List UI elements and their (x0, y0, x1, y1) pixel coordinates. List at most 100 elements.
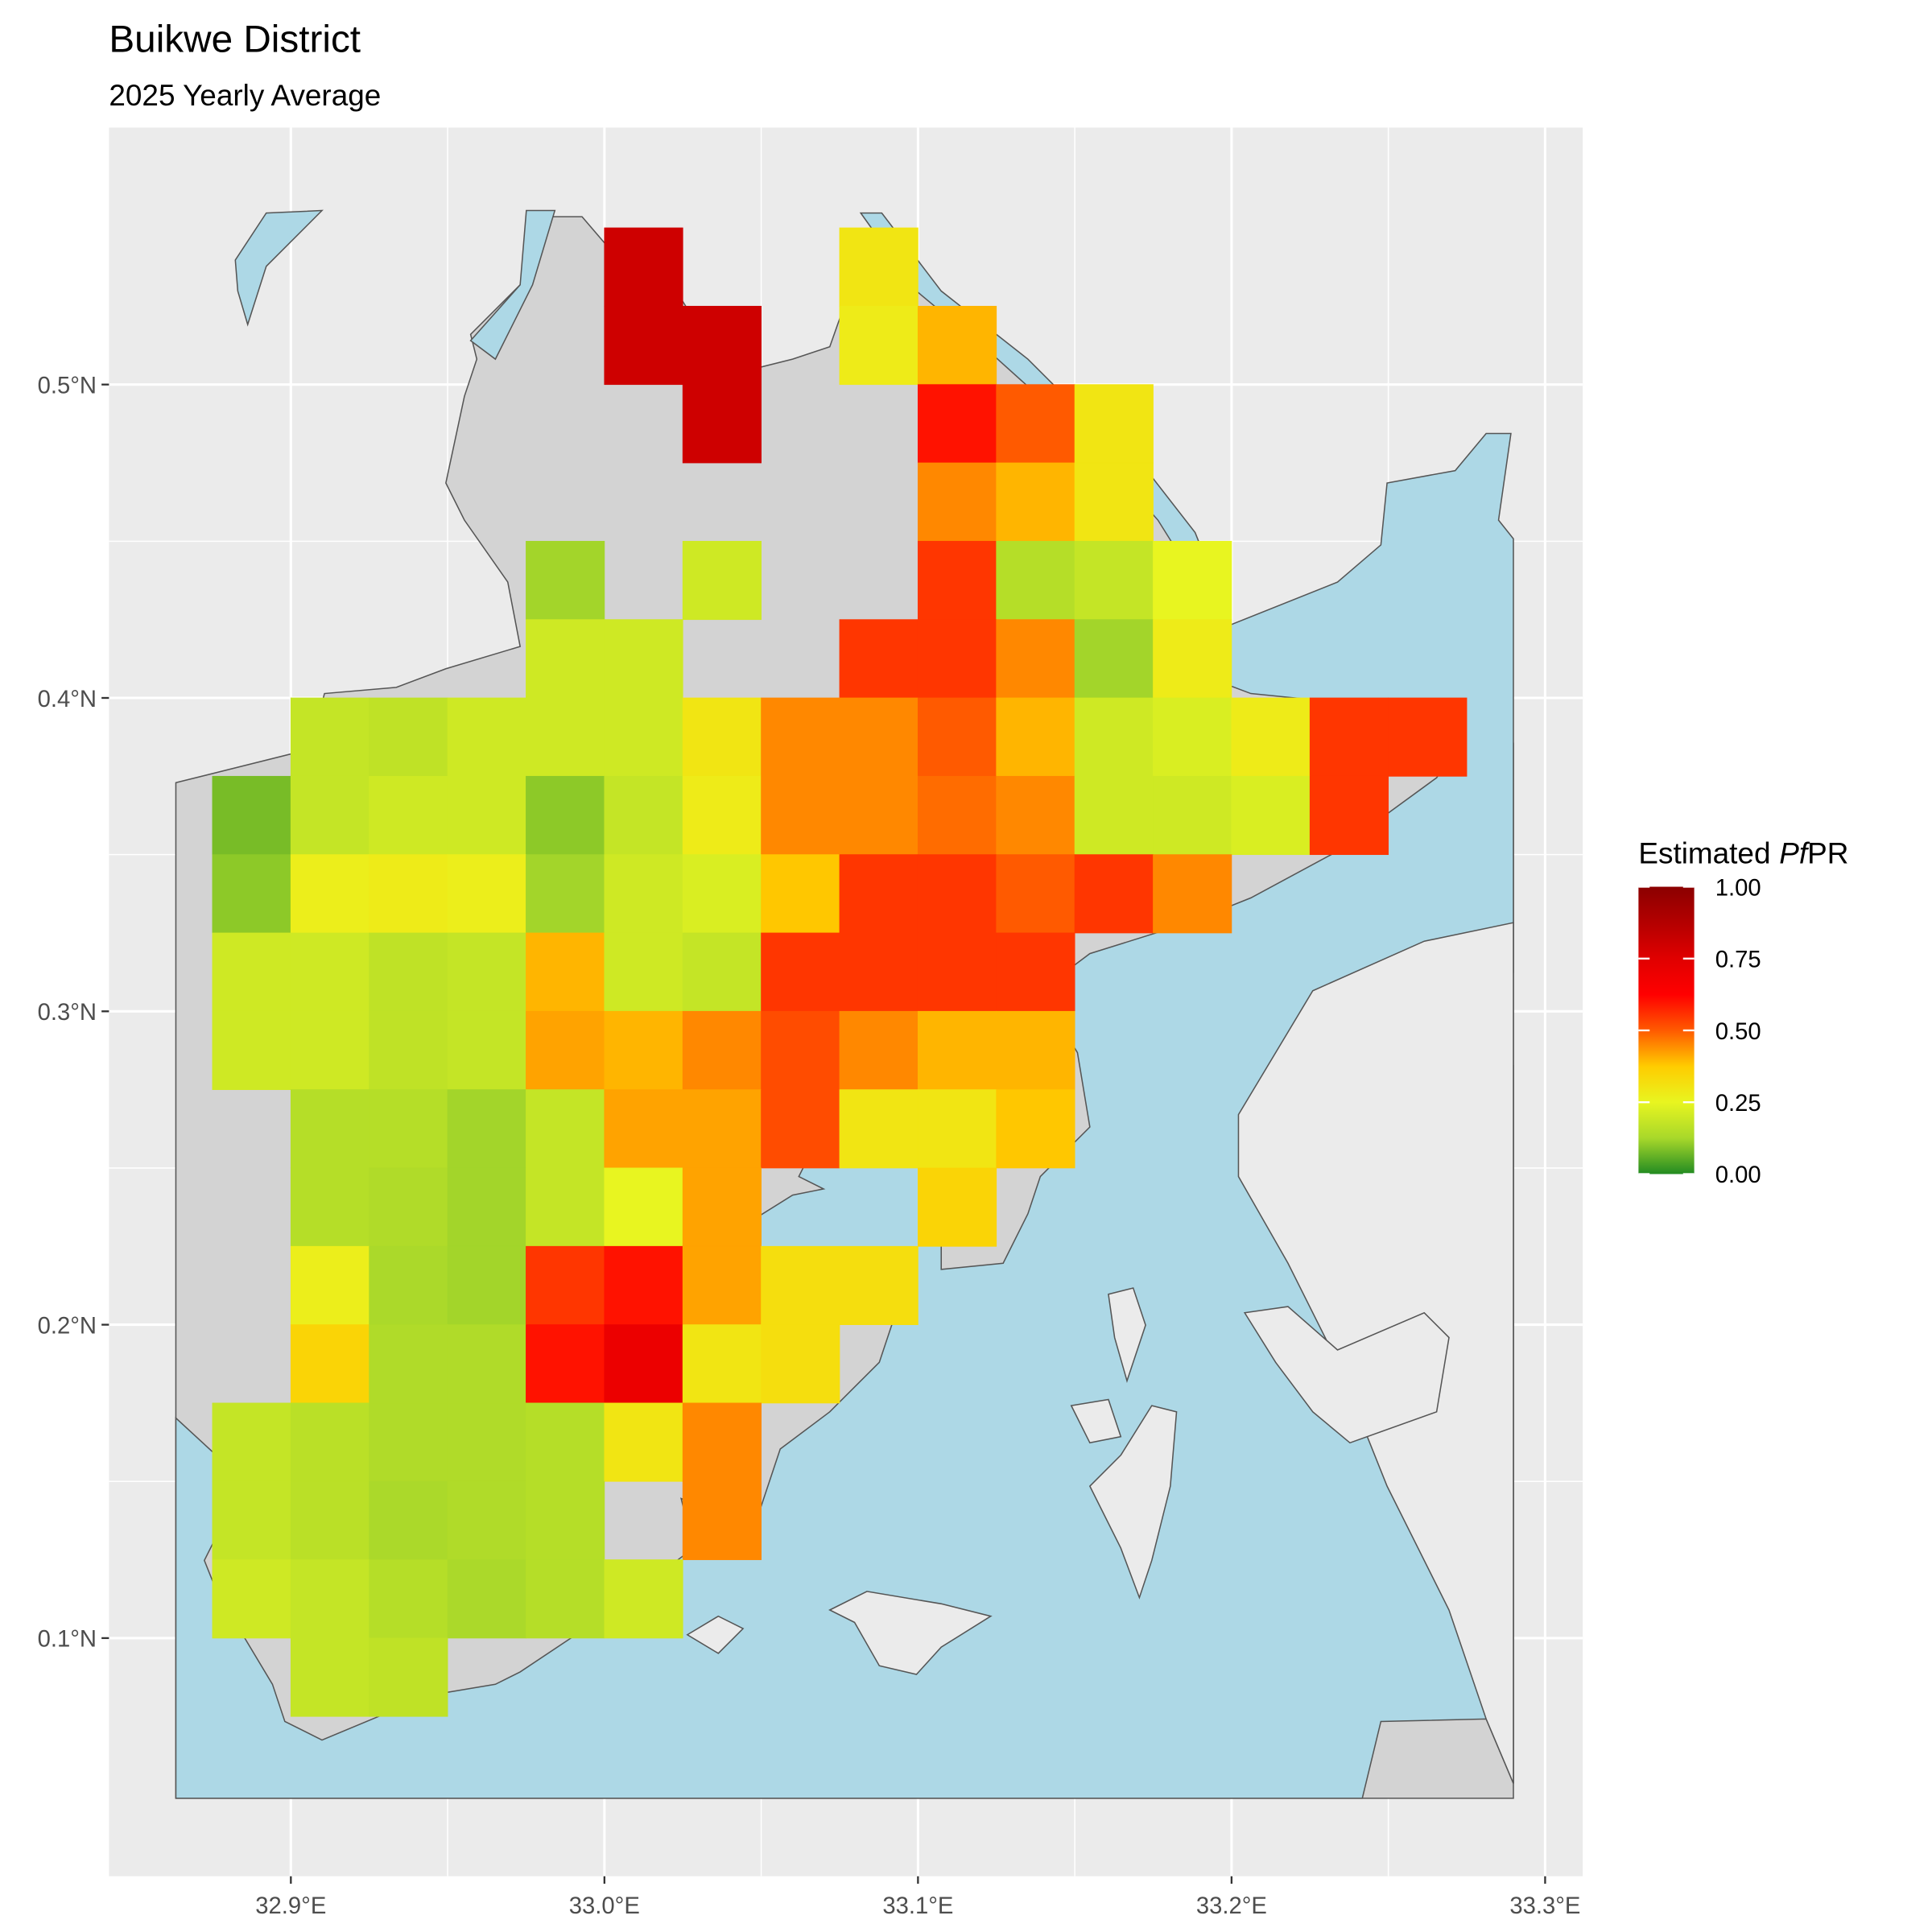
raster-cell (839, 305, 919, 386)
raster-cell (996, 619, 1075, 699)
raster-cell (369, 1559, 448, 1639)
raster-cell (604, 1010, 683, 1091)
x-tick-label: 33.1°E (882, 1893, 953, 1919)
raster-cell (369, 697, 448, 777)
raster-cell (212, 1010, 291, 1091)
raster-cell (996, 854, 1075, 934)
raster-cell (996, 1010, 1075, 1091)
raster-cell (917, 775, 997, 856)
island (1243, 1306, 1450, 1444)
raster-cell (761, 1245, 840, 1325)
raster-cell (996, 540, 1075, 621)
raster-cell (996, 932, 1075, 1012)
raster-cell (682, 540, 762, 621)
raster-cell (996, 775, 1075, 856)
raster-cell (839, 1245, 919, 1325)
raster-cell (917, 1089, 997, 1169)
raster-cell (1074, 540, 1154, 621)
raster-cell (526, 1480, 605, 1560)
raster-cell (682, 1167, 762, 1247)
raster-cell (526, 697, 605, 777)
raster-cell (526, 1089, 605, 1169)
raster-cell (682, 1402, 762, 1482)
raster-cell (290, 1324, 370, 1404)
raster-cell (917, 619, 997, 699)
raster-cell (526, 1402, 605, 1482)
raster-cell (761, 1010, 840, 1091)
raster-cell (761, 775, 840, 856)
raster-cell (369, 1480, 448, 1560)
raster-cell (761, 932, 840, 1012)
raster-cell (212, 1559, 291, 1639)
raster-cell (839, 697, 919, 777)
raster-cell (1074, 462, 1154, 542)
raster-cell (447, 697, 526, 777)
raster-cell (447, 1167, 526, 1247)
raster-cell (682, 1324, 762, 1404)
raster-cell (839, 1089, 919, 1169)
raster-cell (447, 932, 526, 1012)
raster-cell (369, 1245, 448, 1325)
raster-cell (212, 775, 291, 856)
raster-cell (447, 1245, 526, 1325)
raster-cell (369, 1402, 448, 1482)
raster-cell (369, 1089, 448, 1169)
raster-cell (1074, 854, 1154, 934)
raster-cell (682, 932, 762, 1012)
raster-cell (1309, 775, 1389, 856)
island (686, 1615, 745, 1654)
island (828, 1591, 993, 1675)
raster-cell (839, 227, 919, 307)
legend-title-part: PR (1807, 836, 1848, 869)
raster-cell (526, 932, 605, 1012)
raster-cell (290, 1402, 370, 1482)
raster-cell (447, 1324, 526, 1404)
raster-cell (1074, 384, 1154, 464)
axes: 32.9°E 33.0°E 33.1°E 33.2°E 33.3°E 0.1°N 0.2°N… (38, 373, 1581, 1918)
raster-cell (369, 854, 448, 934)
raster-cell (526, 540, 605, 621)
x-tick-label: 33.3°E (1509, 1893, 1580, 1919)
raster-cell (604, 1324, 683, 1404)
raster-cell (526, 775, 605, 856)
raster-cell (1153, 854, 1232, 934)
raster-cell (917, 540, 997, 621)
legend-title-part: Estimated (1638, 836, 1770, 869)
river (469, 209, 556, 361)
raster-cell (290, 1480, 370, 1560)
raster-cell (290, 1089, 370, 1169)
raster-cell (604, 1402, 683, 1482)
raster-cell (212, 854, 291, 934)
raster-cell (447, 1010, 526, 1091)
legend-title-part: Pf (1779, 836, 1810, 869)
raster-cell (290, 1637, 370, 1717)
chart-subtitle: 2025 Yearly Average (109, 79, 381, 112)
raster-cell (682, 1245, 762, 1325)
raster-cell (447, 1402, 526, 1482)
raster-cell (1153, 775, 1232, 856)
raster-cell (604, 775, 683, 856)
raster-cell (290, 1245, 370, 1325)
raster-cell (682, 1480, 762, 1560)
raster-cell (290, 1010, 370, 1091)
x-tick-label: 32.9°E (255, 1893, 326, 1919)
raster-cell (526, 619, 605, 699)
raster-cell (761, 854, 840, 934)
y-tick-label: 0.4°N (38, 687, 97, 712)
raster-cell (917, 854, 997, 934)
raster-cell (1388, 697, 1468, 777)
y-tick-label: 0.2°N (38, 1313, 97, 1339)
legend-label: 1.00 (1715, 875, 1761, 901)
raster-cell (604, 932, 683, 1012)
river (234, 209, 324, 327)
legend-label: 0.00 (1715, 1162, 1761, 1188)
raster-cell (839, 932, 919, 1012)
raster-cell (839, 619, 919, 699)
raster-cell (447, 775, 526, 856)
raster-cell (682, 1089, 762, 1169)
raster-cell (996, 384, 1075, 464)
raster-cell (917, 932, 997, 1012)
raster-cell (917, 1010, 997, 1091)
raster-cell (604, 619, 683, 699)
